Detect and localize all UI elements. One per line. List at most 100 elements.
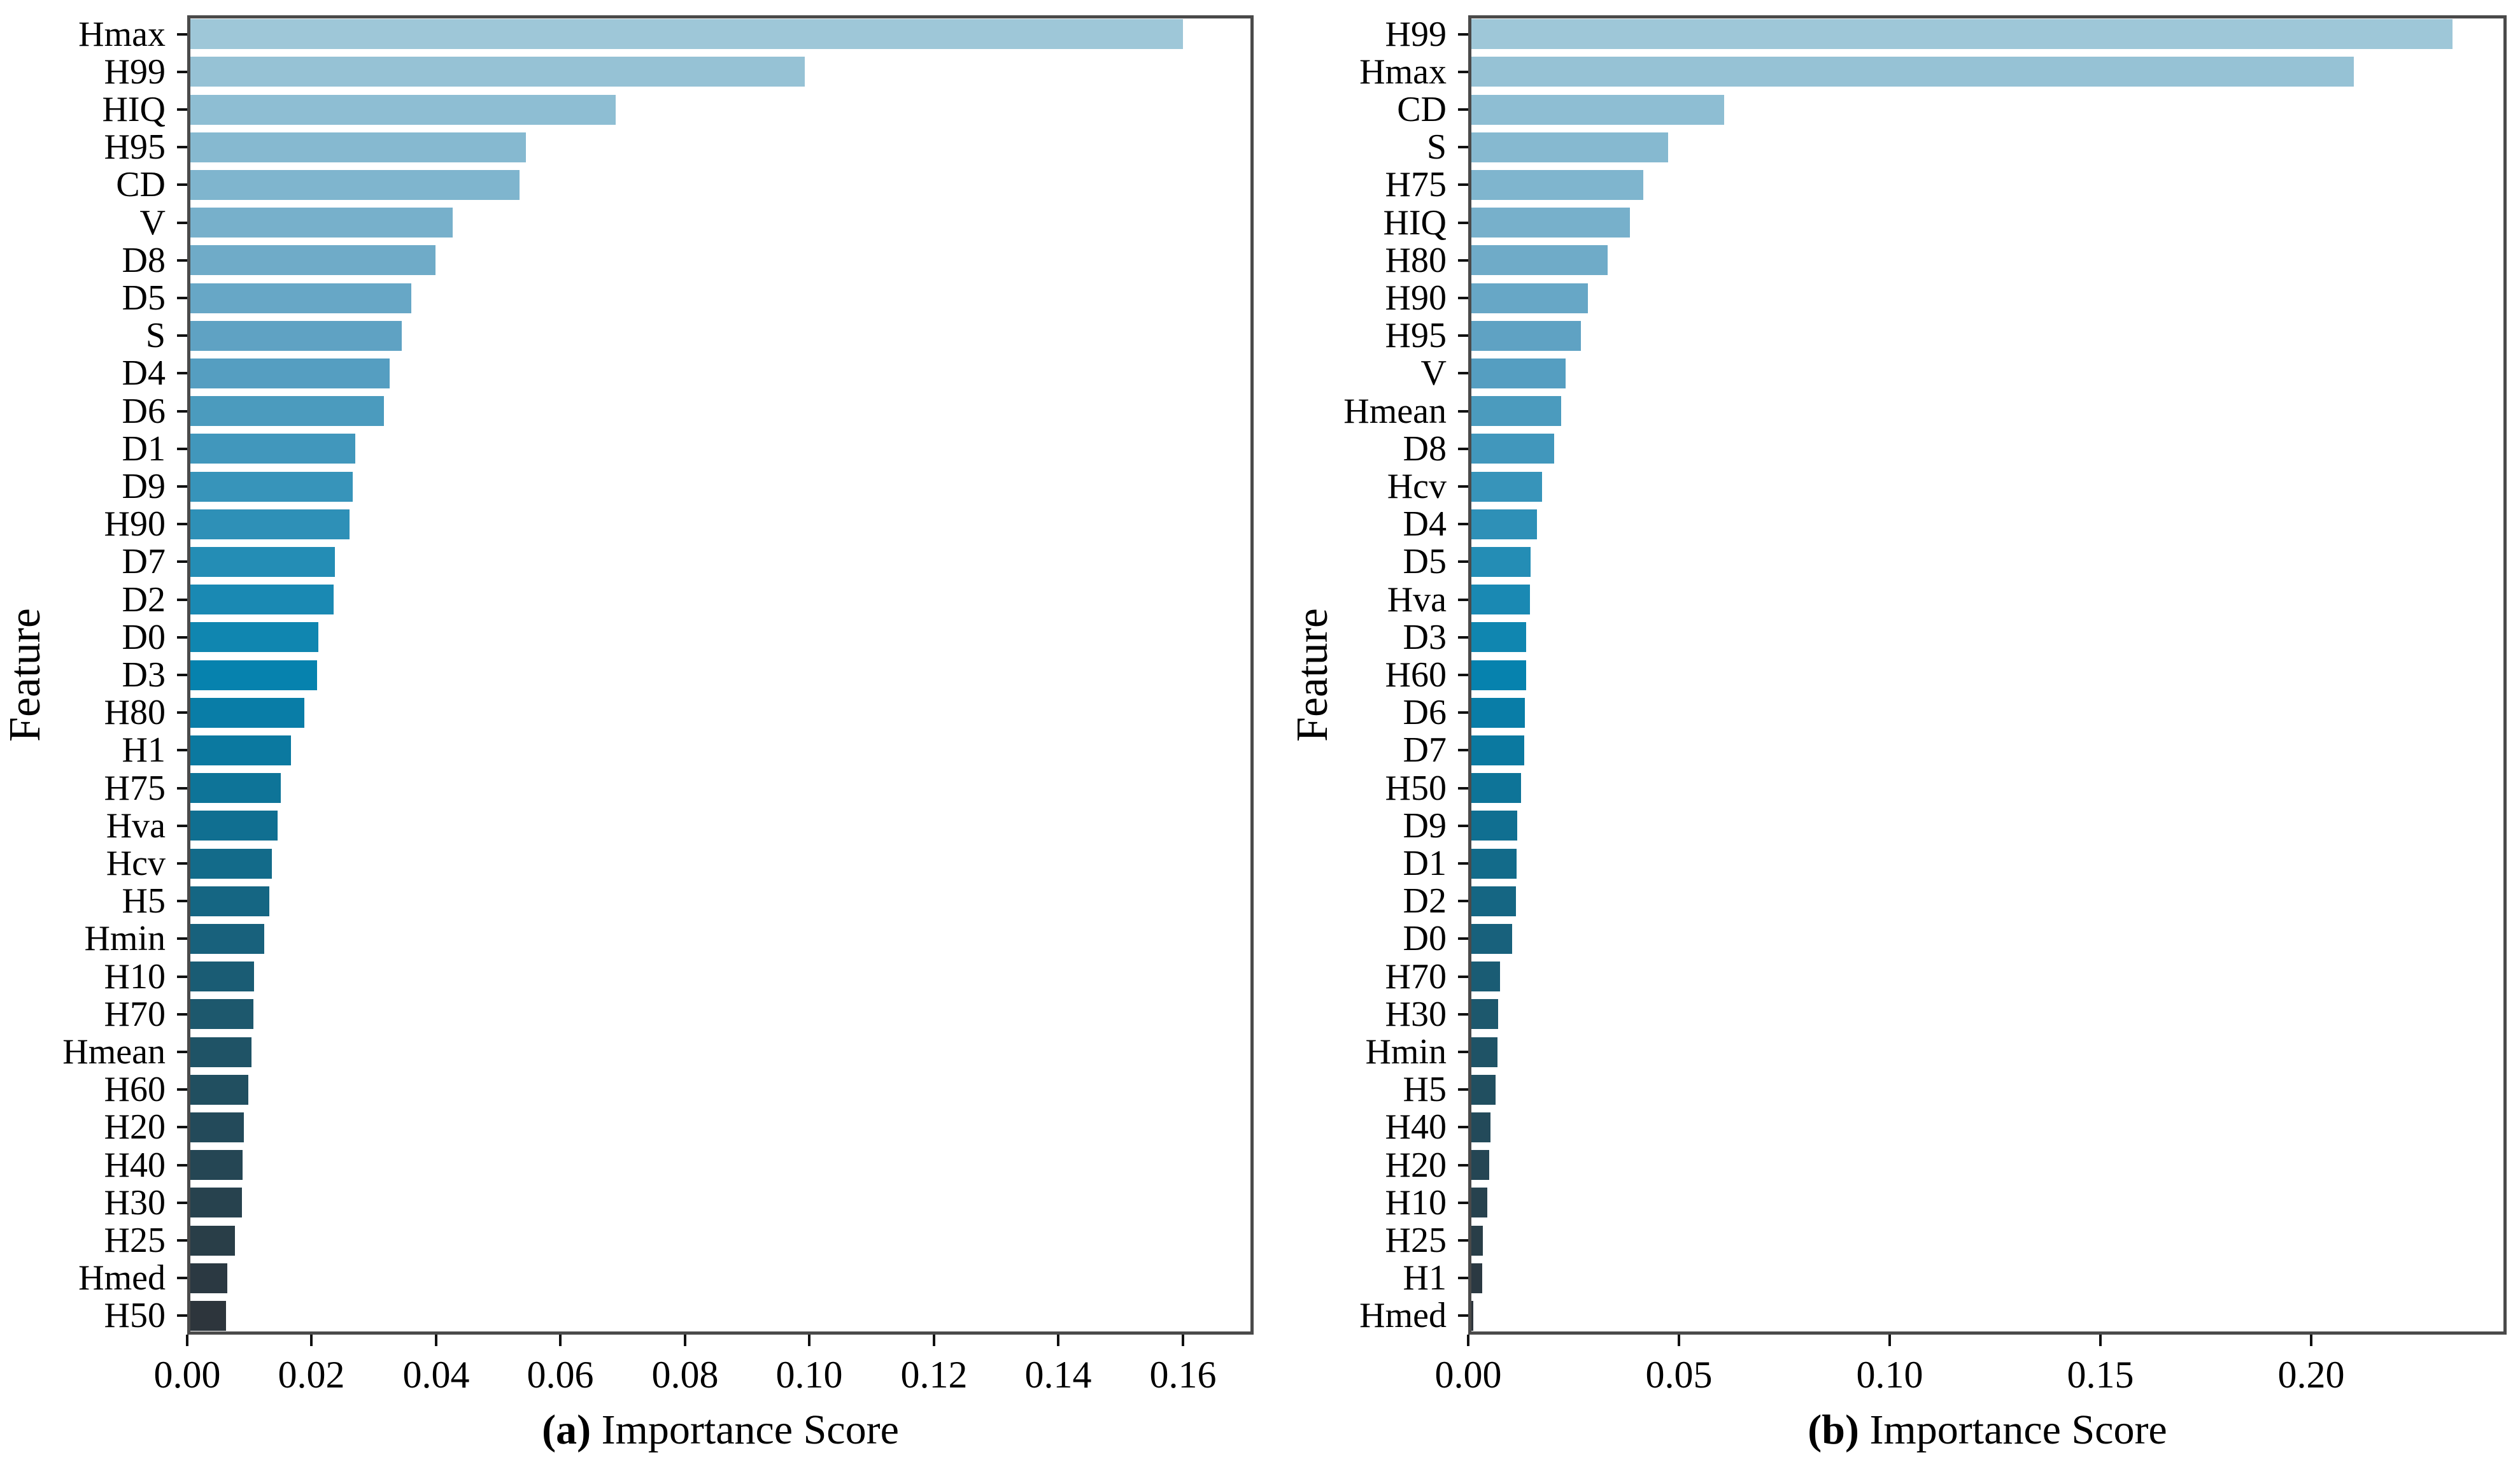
x-tick-0.05 <box>1678 1335 1680 1346</box>
y-tick-D7 <box>177 560 187 563</box>
y-tick-label-Hmed: Hmed <box>1359 1296 1447 1335</box>
y-tick-D0 <box>1458 937 1468 940</box>
y-tick-H90 <box>177 523 187 525</box>
bar-H90 <box>1471 283 1588 313</box>
y-tick-label-D5: D5 <box>1403 542 1447 581</box>
y-tick-label-D8: D8 <box>1403 429 1447 469</box>
bar-D9 <box>190 472 353 502</box>
bar-H40 <box>190 1150 243 1180</box>
bar-D4 <box>190 358 390 388</box>
y-tick-HIQ <box>177 108 187 111</box>
y-tick-H99 <box>177 71 187 73</box>
y-tick-label-D0: D0 <box>122 618 166 657</box>
bar-H1 <box>1471 1263 1482 1293</box>
y-tick-label-D4: D4 <box>122 353 166 393</box>
bar-H70 <box>1471 962 1500 991</box>
bar-H5 <box>190 886 269 916</box>
bar-D8 <box>1471 434 1554 464</box>
bar-S <box>190 321 402 351</box>
bar-Hmed <box>1471 1301 1473 1331</box>
y-tick-label-Hmin: Hmin <box>1365 1032 1447 1072</box>
bar-Hcv <box>190 849 272 879</box>
y-tick-H90 <box>1458 297 1468 299</box>
bar-Hmax <box>1471 57 2354 87</box>
bar-H50 <box>1471 773 1521 803</box>
y-tick-label-V: V <box>1420 353 1447 393</box>
y-tick-CD <box>1458 108 1468 111</box>
x-tick-label-0.16: 0.16 <box>1149 1354 1217 1396</box>
x-tick-label-0.10: 0.10 <box>775 1354 843 1396</box>
y-tick-S <box>1458 146 1468 148</box>
y-tick-label-H95: H95 <box>1385 316 1447 355</box>
bar-D6 <box>1471 698 1525 728</box>
y-tick-label-HIQ: HIQ <box>102 90 166 129</box>
bar-D3 <box>190 660 317 690</box>
y-tick-label-H40: H40 <box>1385 1107 1447 1147</box>
bar-Hmean <box>1471 396 1561 426</box>
y-tick-H80 <box>177 711 187 714</box>
bar-H75 <box>1471 170 1643 200</box>
x-tick-0.06 <box>559 1335 562 1346</box>
y-tick-H20 <box>177 1126 187 1128</box>
x-tick-0.10 <box>808 1335 811 1346</box>
y-tick-Hmax <box>177 33 187 36</box>
y-tick-H20 <box>1458 1164 1468 1167</box>
y-tick-label-H1: H1 <box>122 730 166 770</box>
x-tick-0.02 <box>310 1335 313 1346</box>
y-tick-label-HIQ: HIQ <box>1383 203 1447 243</box>
y-tick-label-D9: D9 <box>122 467 166 506</box>
y-tick-H70 <box>1458 976 1468 978</box>
y-tick-H40 <box>1458 1126 1468 1128</box>
y-tick-D3 <box>1458 636 1468 639</box>
y-tick-H50 <box>1458 787 1468 790</box>
y-tick-H10 <box>177 976 187 978</box>
y-tick-label-H30: H30 <box>1385 995 1447 1034</box>
y-tick-D5 <box>177 297 187 299</box>
x-tick-0.08 <box>684 1335 686 1346</box>
y-tick-label-H60: H60 <box>1385 655 1447 695</box>
x-tick-label-0.15: 0.15 <box>2067 1354 2134 1396</box>
bar-Hmean <box>190 1037 251 1067</box>
y-tick-label-Hmax: Hmax <box>78 15 166 54</box>
y-tick-label-Hcv: Hcv <box>1387 467 1447 506</box>
y-tick-label-H10: H10 <box>104 957 166 997</box>
y-tick-D5 <box>1458 560 1468 563</box>
y-tick-D9 <box>177 485 187 488</box>
bar-Hva <box>1471 585 1530 614</box>
bar-H25 <box>190 1226 235 1256</box>
bar-H70 <box>190 999 253 1029</box>
y-tick-label-H50: H50 <box>104 1296 166 1335</box>
y-tick-D8 <box>177 259 187 262</box>
y-tick-label-H1: H1 <box>1403 1258 1447 1298</box>
bar-H30 <box>190 1188 242 1217</box>
bar-CD <box>190 170 520 200</box>
y-tick-H95 <box>177 146 187 148</box>
y-tick-CD <box>177 183 187 186</box>
bar-D3 <box>1471 622 1526 652</box>
bar-H80 <box>1471 245 1608 275</box>
y-tick-label-Hva: Hva <box>106 806 166 846</box>
y-tick-label-H75: H75 <box>1385 165 1447 204</box>
x-tick-0.14 <box>1057 1335 1059 1346</box>
y-tick-H60 <box>1458 674 1468 676</box>
x-tick-label-0.10: 0.10 <box>1856 1354 1923 1396</box>
y-tick-label-Hmax: Hmax <box>1359 52 1447 92</box>
y-tick-D2 <box>177 599 187 601</box>
y-tick-H5 <box>1458 1088 1468 1091</box>
y-tick-D3 <box>177 674 187 676</box>
x-tick-0.16 <box>1182 1335 1184 1346</box>
y-tick-label-D7: D7 <box>122 542 166 581</box>
x-tick-label-0.00: 0.00 <box>1434 1354 1502 1396</box>
bar-H20 <box>1471 1150 1489 1180</box>
y-tick-H75 <box>1458 183 1468 186</box>
y-tick-label-H5: H5 <box>122 881 166 921</box>
y-tick-label-D0: D0 <box>1403 919 1447 958</box>
x-axis-label-a: Importance Score <box>601 1407 899 1453</box>
y-tick-H95 <box>1458 334 1468 337</box>
x-axis-caption-a: (a) Importance Score <box>275 1405 1166 1456</box>
x-tick-label-0.05: 0.05 <box>1645 1354 1713 1396</box>
bar-D2 <box>1471 886 1516 916</box>
bar-HIQ <box>190 95 616 125</box>
y-tick-H60 <box>177 1088 187 1091</box>
x-tick-label-0.04: 0.04 <box>402 1354 470 1396</box>
